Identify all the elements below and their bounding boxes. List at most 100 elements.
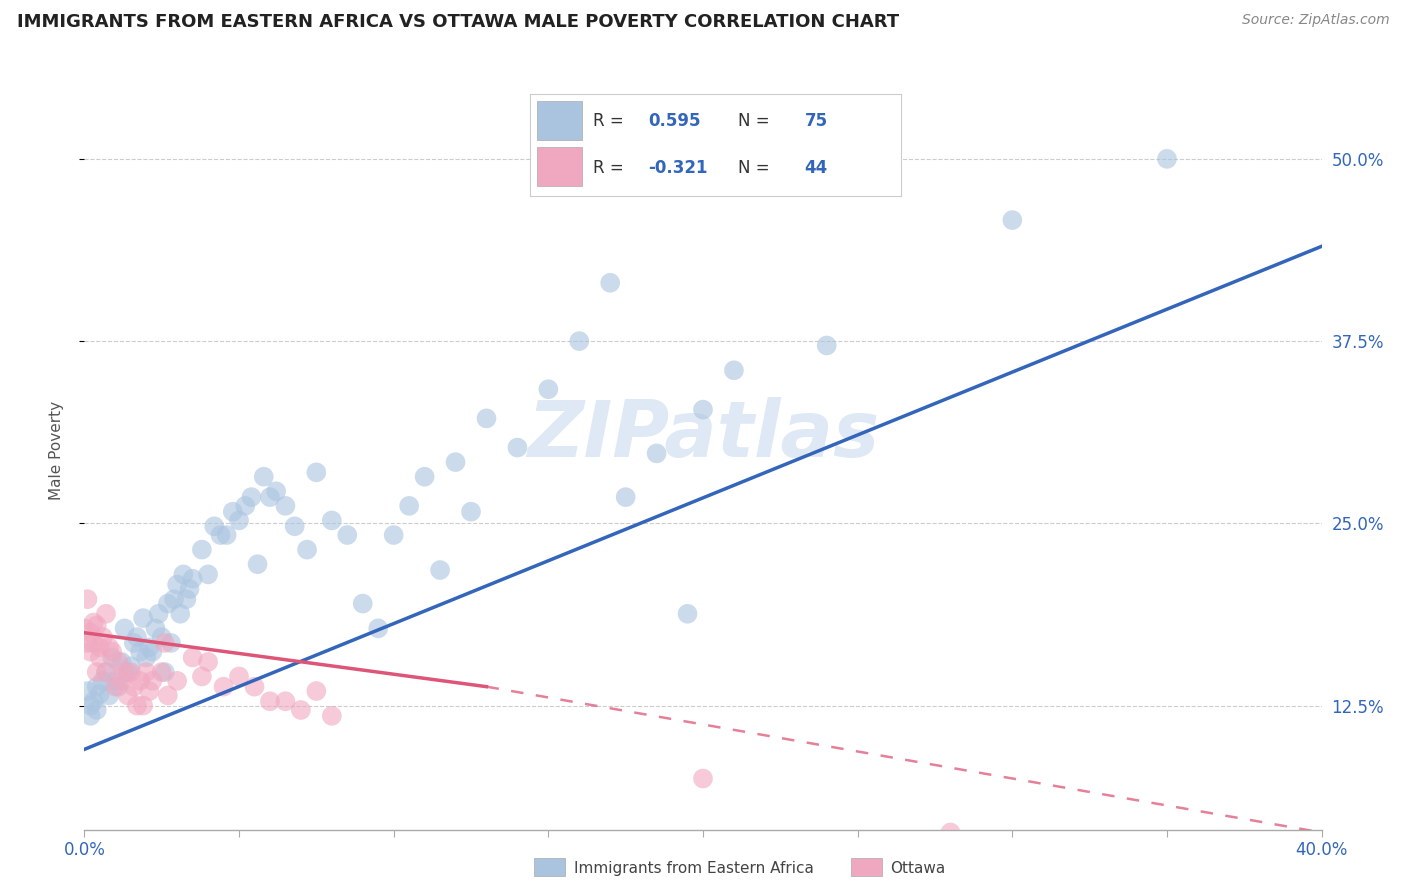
Point xyxy=(253,469,276,483)
Point xyxy=(138,684,160,698)
Point xyxy=(153,665,176,679)
Point xyxy=(202,519,225,533)
Point xyxy=(228,513,250,527)
Point xyxy=(284,519,307,533)
Point xyxy=(191,542,214,557)
Point xyxy=(233,499,256,513)
Text: Source: ZipAtlas.com: Source: ZipAtlas.com xyxy=(1241,13,1389,28)
Point xyxy=(122,636,145,650)
Point xyxy=(197,655,219,669)
Point xyxy=(94,665,117,679)
Point xyxy=(413,469,436,483)
Point xyxy=(86,618,108,632)
Point xyxy=(114,621,136,635)
Point xyxy=(156,689,179,703)
Point xyxy=(89,650,111,665)
Point xyxy=(259,490,281,504)
Point xyxy=(692,772,714,786)
Text: Ottawa: Ottawa xyxy=(890,862,945,876)
Point xyxy=(181,572,204,586)
Point xyxy=(114,665,136,679)
Point xyxy=(76,592,98,607)
Point xyxy=(94,665,117,679)
Point xyxy=(86,703,108,717)
Point xyxy=(117,689,139,703)
Point xyxy=(98,640,121,655)
Point xyxy=(110,655,132,669)
Point xyxy=(166,673,188,688)
Point xyxy=(79,708,101,723)
Point xyxy=(91,630,114,644)
Point xyxy=(336,528,359,542)
Point xyxy=(228,669,250,683)
Point xyxy=(166,577,188,591)
Point xyxy=(86,680,108,694)
Point xyxy=(110,673,132,688)
Point xyxy=(460,505,482,519)
Point xyxy=(295,542,318,557)
Point xyxy=(274,499,297,513)
Point xyxy=(76,636,98,650)
Point xyxy=(132,611,155,625)
Point xyxy=(91,673,114,688)
Point xyxy=(215,528,238,542)
Point xyxy=(141,673,163,688)
Point xyxy=(104,673,127,688)
Point xyxy=(107,680,129,694)
Point xyxy=(176,592,198,607)
Point xyxy=(86,665,108,679)
Point xyxy=(101,650,124,665)
Point xyxy=(246,557,269,572)
Point xyxy=(132,698,155,713)
Point xyxy=(321,708,343,723)
Point xyxy=(305,684,328,698)
Point xyxy=(104,680,127,694)
Point xyxy=(160,636,183,650)
Point xyxy=(537,382,560,396)
Point xyxy=(145,621,167,635)
Point xyxy=(191,669,214,683)
Point xyxy=(259,694,281,708)
Point xyxy=(614,490,637,504)
Point xyxy=(222,505,245,519)
Point xyxy=(83,615,105,630)
Point xyxy=(676,607,699,621)
Point xyxy=(398,499,420,513)
Point xyxy=(939,825,962,839)
Point xyxy=(153,636,176,650)
Point xyxy=(599,276,621,290)
Point xyxy=(125,630,148,644)
Point xyxy=(197,567,219,582)
Point xyxy=(135,665,157,679)
Point xyxy=(73,621,96,635)
Point xyxy=(89,687,111,701)
Point xyxy=(150,630,173,644)
Point xyxy=(723,363,745,377)
Point xyxy=(444,455,467,469)
Point xyxy=(352,597,374,611)
Point xyxy=(429,563,451,577)
Point xyxy=(79,625,101,640)
Point xyxy=(367,621,389,635)
Point xyxy=(83,636,105,650)
Point xyxy=(475,411,498,425)
Point xyxy=(181,650,204,665)
Point xyxy=(83,694,105,708)
Text: Immigrants from Eastern Africa: Immigrants from Eastern Africa xyxy=(574,862,814,876)
Text: ZIPatlas: ZIPatlas xyxy=(527,397,879,474)
Point xyxy=(98,689,121,703)
Point xyxy=(79,698,101,713)
Point xyxy=(125,698,148,713)
Point xyxy=(692,402,714,417)
Point xyxy=(163,592,186,607)
Point xyxy=(506,441,529,455)
Point xyxy=(135,650,157,665)
Point xyxy=(117,665,139,679)
Point xyxy=(101,645,124,659)
Point xyxy=(243,680,266,694)
Point xyxy=(148,607,170,621)
Point xyxy=(169,607,191,621)
Point xyxy=(150,665,173,679)
Point xyxy=(76,684,98,698)
Text: IMMIGRANTS FROM EASTERN AFRICA VS OTTAWA MALE POVERTY CORRELATION CHART: IMMIGRANTS FROM EASTERN AFRICA VS OTTAWA… xyxy=(17,13,898,31)
